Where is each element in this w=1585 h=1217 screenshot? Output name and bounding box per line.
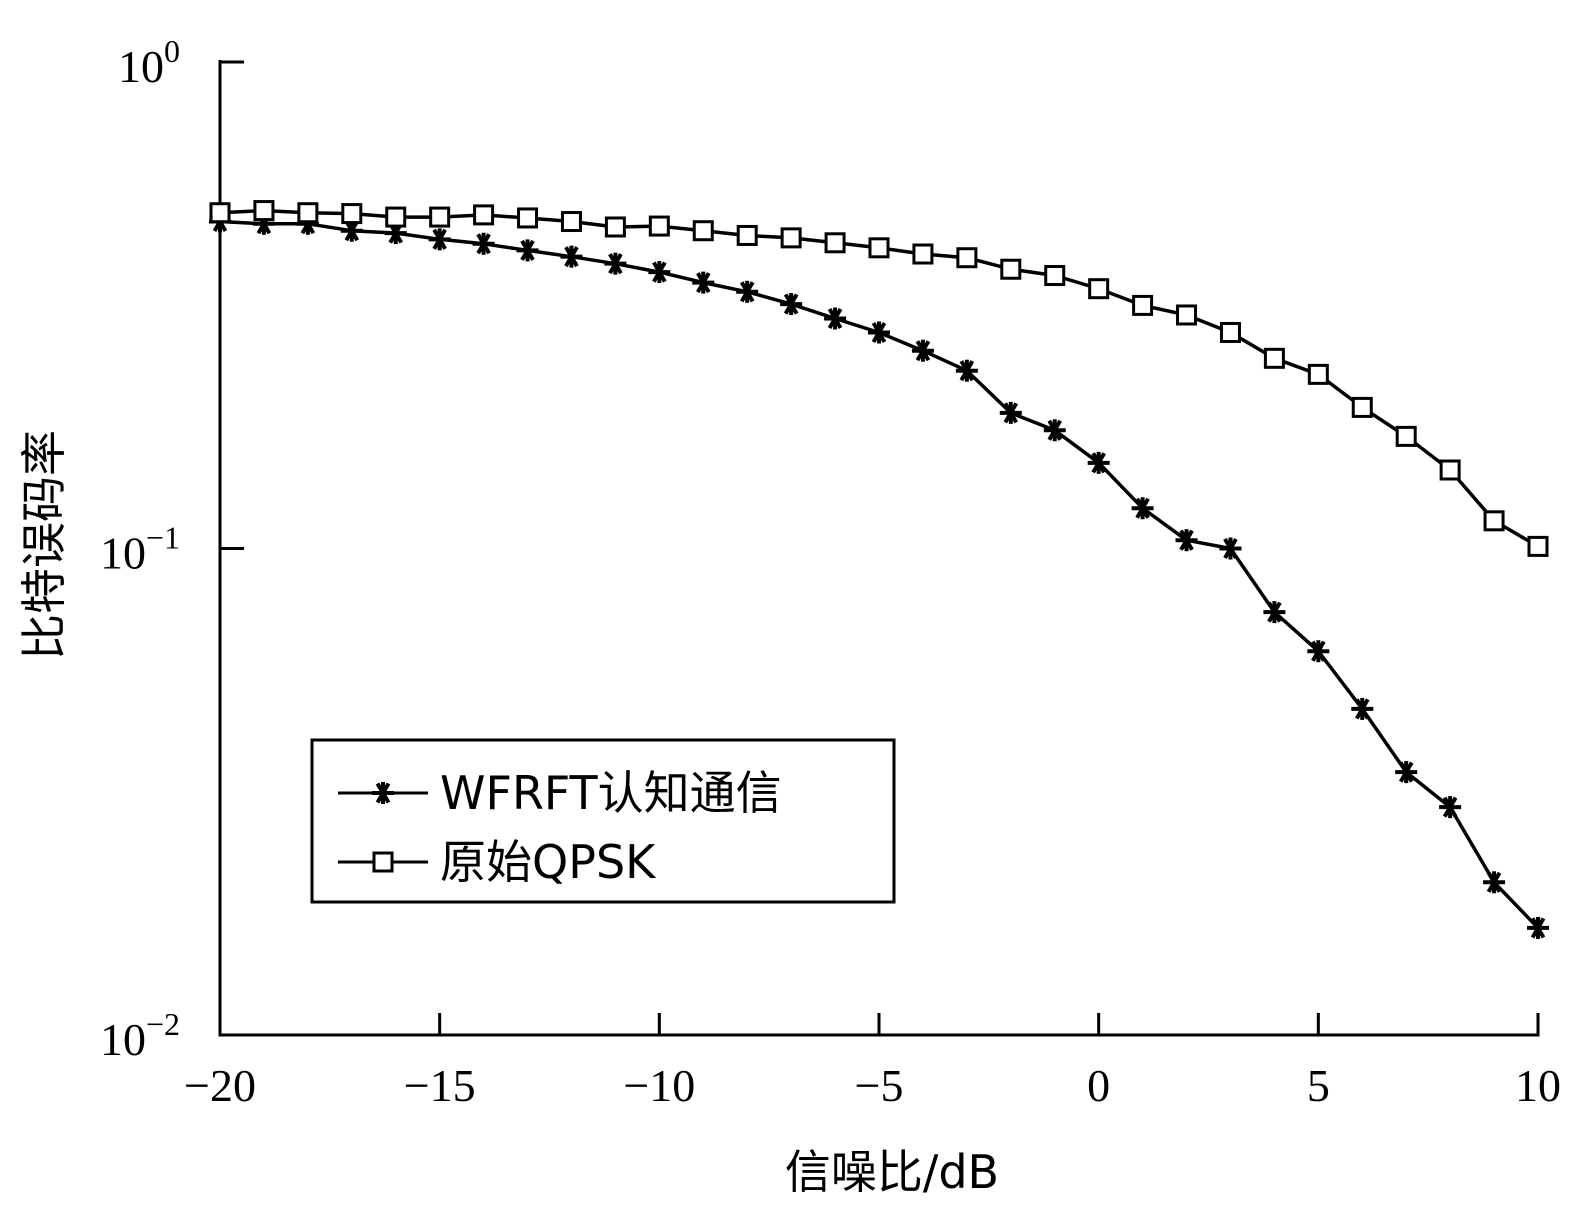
y-axis-title: 比特误码率 [17, 430, 71, 660]
data-point [911, 339, 934, 362]
data-point [956, 247, 978, 269]
data-point [824, 232, 846, 254]
data-point [517, 207, 539, 229]
data-point [1439, 459, 1461, 481]
legend-asterisk-icon [372, 782, 394, 804]
data-point [1351, 697, 1374, 720]
data-point [1131, 497, 1154, 520]
data-point [1219, 321, 1241, 343]
data-point [560, 245, 583, 268]
data-point [780, 293, 803, 316]
data-point [1000, 258, 1022, 280]
x-tick-label: −15 [404, 1060, 476, 1111]
legend: WFRFT认知通信 原始QPSK [310, 738, 896, 904]
data-point [1307, 640, 1330, 663]
data-point [824, 307, 847, 330]
series-1 [209, 200, 1549, 557]
series-line [219, 208, 1539, 548]
data-point [1307, 363, 1329, 385]
data-point [1043, 419, 1066, 442]
data-point [473, 204, 495, 226]
data-point [1527, 916, 1549, 939]
data-point [1044, 265, 1066, 287]
data-point [1175, 529, 1198, 552]
y-tick-label: 10−1 [100, 520, 180, 579]
data-point [648, 261, 671, 284]
data-point [1219, 537, 1242, 560]
data-point [1395, 761, 1418, 784]
data-point [604, 216, 626, 238]
data-point [692, 220, 714, 242]
data-point [1263, 601, 1286, 624]
data-point [648, 215, 670, 237]
legend-box [310, 738, 896, 904]
data-point [1483, 871, 1506, 894]
data-point [1088, 278, 1110, 300]
series-0 [209, 210, 1549, 939]
data-point [341, 203, 363, 225]
legend-square-icon [372, 851, 394, 873]
data-point [1483, 510, 1505, 532]
y-tick-label: 100 [118, 33, 180, 92]
data-point [560, 211, 582, 233]
data-point [1351, 396, 1373, 418]
legend-label-wfrft: WFRFT认知通信 [440, 766, 782, 820]
data-point [736, 280, 759, 303]
data-point [604, 252, 627, 275]
data-point [692, 271, 715, 294]
data-point [1176, 304, 1198, 326]
x-tick-label: −20 [184, 1060, 256, 1111]
legend-marker-wfrft [372, 782, 394, 804]
data-point [428, 228, 451, 251]
data-point [999, 401, 1022, 424]
y-ticks: 100 10−1 10−2 [100, 33, 244, 1065]
data-point [297, 202, 319, 224]
series-layer [209, 200, 1549, 939]
data-point [912, 243, 934, 265]
data-point [516, 239, 539, 262]
data-point [1087, 451, 1110, 474]
y-tick-label: 10−2 [100, 1006, 180, 1065]
data-point [780, 227, 802, 249]
data-point [429, 206, 451, 228]
x-tick-label: −10 [623, 1060, 695, 1111]
x-tick-label: −5 [855, 1060, 904, 1111]
data-point [955, 359, 978, 382]
data-point [736, 224, 758, 246]
data-point [868, 237, 890, 259]
data-point [472, 232, 495, 255]
data-point [868, 321, 890, 344]
data-point [1439, 796, 1462, 819]
x-ticks: −20 −15 −10 −5 0 5 10 [184, 1013, 1561, 1111]
x-tick-label: 10 [1515, 1060, 1561, 1111]
data-point [253, 200, 275, 222]
x-tick-label: 5 [1307, 1060, 1330, 1111]
data-point [1395, 425, 1417, 447]
legend-label-qpsk: 原始QPSK [440, 835, 657, 889]
data-point [1132, 294, 1154, 316]
data-point [209, 202, 231, 224]
data-point [385, 206, 407, 228]
x-axis-title: 信噪比/dB [785, 1145, 999, 1199]
data-point [1263, 347, 1285, 369]
data-point [1527, 535, 1549, 557]
legend-marker-qpsk [372, 851, 394, 873]
x-tick-label: 0 [1087, 1060, 1110, 1111]
